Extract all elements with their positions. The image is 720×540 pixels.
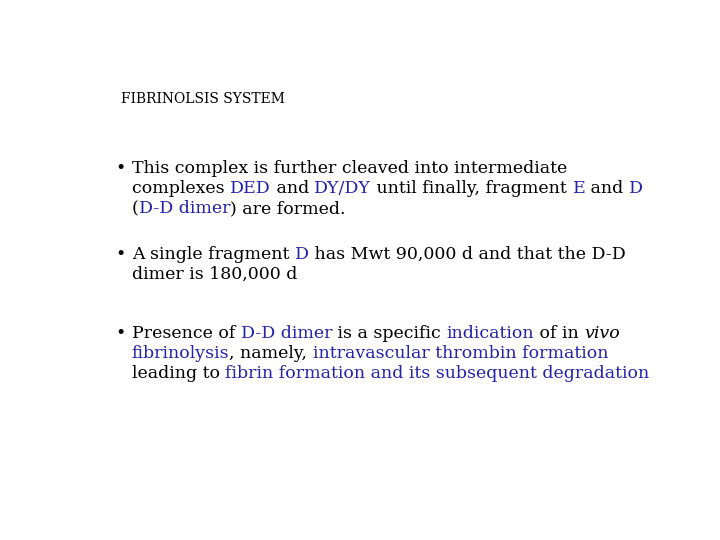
- Text: D: D: [629, 180, 643, 198]
- Text: D: D: [294, 246, 309, 262]
- Text: (: (: [132, 200, 138, 218]
- Text: , namely,: , namely,: [230, 345, 313, 362]
- Text: of in: of in: [534, 325, 585, 342]
- Text: intravascular thrombin formation: intravascular thrombin formation: [313, 345, 608, 362]
- Text: until finally, fragment: until finally, fragment: [372, 180, 572, 198]
- Text: vivo: vivo: [585, 325, 620, 342]
- Text: DY/DY: DY/DY: [315, 180, 372, 198]
- Text: indication: indication: [446, 325, 534, 342]
- Text: D-D dimer: D-D dimer: [240, 325, 332, 342]
- Text: E: E: [572, 180, 585, 198]
- Text: dimer is 180,000 d: dimer is 180,000 d: [132, 266, 297, 282]
- Text: has Mwt 90,000 d and that the D-D: has Mwt 90,000 d and that the D-D: [309, 246, 626, 262]
- Text: and: and: [271, 180, 315, 198]
- Text: fibrin formation and its subsequent degradation: fibrin formation and its subsequent degr…: [225, 364, 649, 382]
- Text: •: •: [115, 246, 125, 262]
- Text: Presence of: Presence of: [132, 325, 240, 342]
- Text: and: and: [585, 180, 629, 198]
- Text: This complex is further cleaved into intermediate: This complex is further cleaved into int…: [132, 160, 567, 178]
- Text: is a specific: is a specific: [332, 325, 446, 342]
- Text: FIBRINOLSIS SYSTEM: FIBRINOLSIS SYSTEM: [121, 92, 284, 106]
- Text: •: •: [115, 325, 125, 342]
- Text: fibrinolysis: fibrinolysis: [132, 345, 230, 362]
- Text: •: •: [115, 160, 125, 178]
- Text: leading to: leading to: [132, 364, 225, 382]
- Text: A single fragment: A single fragment: [132, 246, 294, 262]
- Text: DED: DED: [230, 180, 271, 198]
- Text: complexes: complexes: [132, 180, 230, 198]
- Text: D-D dimer: D-D dimer: [138, 200, 230, 218]
- Text: ) are formed.: ) are formed.: [230, 200, 346, 218]
